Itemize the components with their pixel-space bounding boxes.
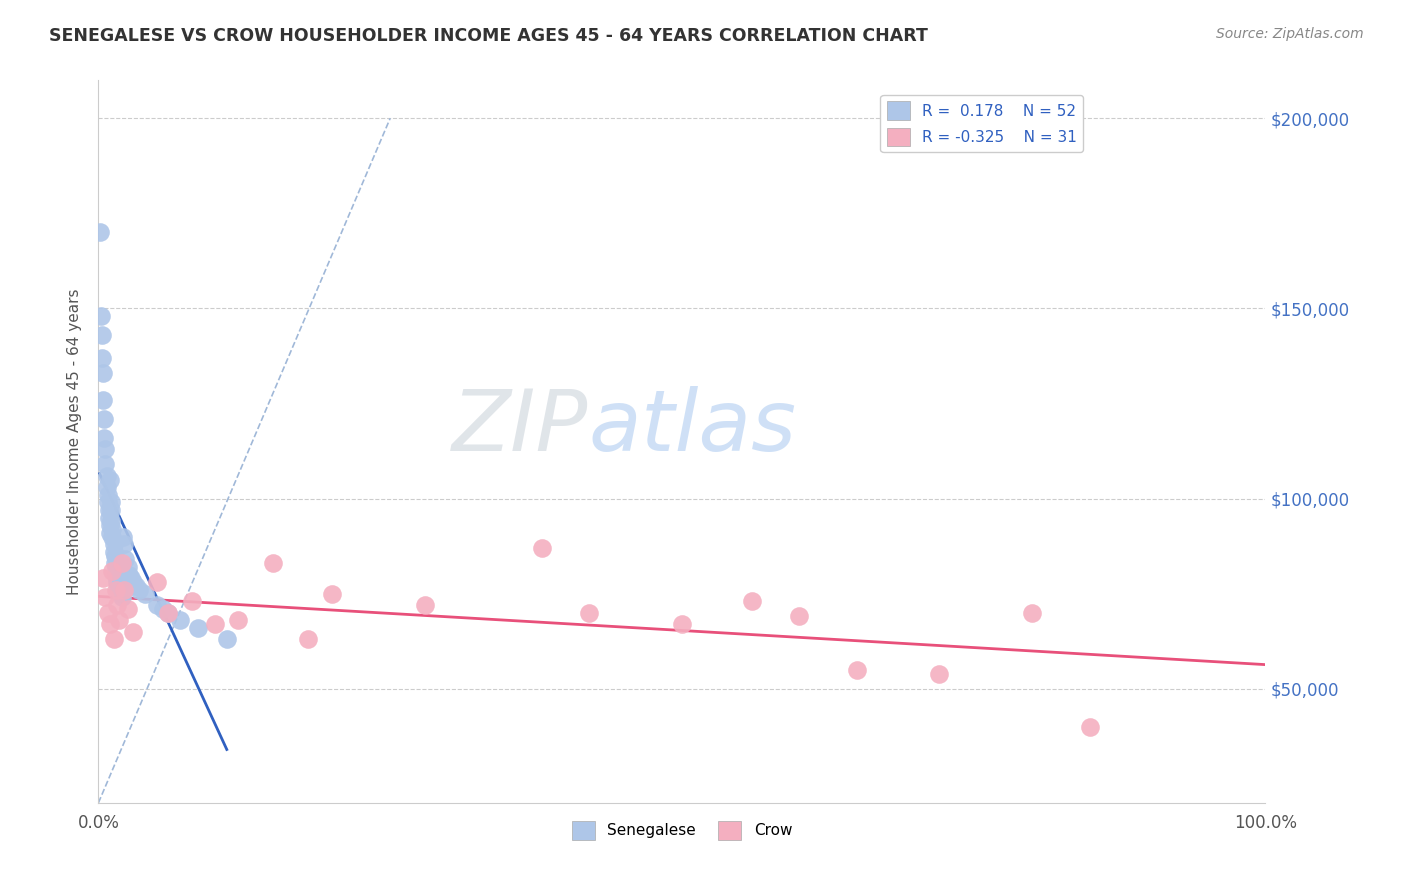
Text: SENEGALESE VS CROW HOUSEHOLDER INCOME AGES 45 - 64 YEARS CORRELATION CHART: SENEGALESE VS CROW HOUSEHOLDER INCOME AG… [49, 27, 928, 45]
Point [152, 602, 174, 616]
Point [204, 617, 226, 632]
Point [104, 582, 127, 597]
Text: Source: ZipAtlas.com: Source: ZipAtlas.com [1216, 27, 1364, 41]
Point [112, 582, 135, 597]
Point [169, 613, 191, 627]
Point [846, 663, 869, 677]
Point [125, 579, 148, 593]
Point [104, 567, 127, 582]
Point [98, 617, 121, 632]
Point [118, 567, 141, 582]
Point [114, 552, 136, 566]
Point [105, 598, 128, 612]
Point [90, 351, 112, 365]
Point [91, 366, 114, 380]
Point [98, 525, 121, 540]
Point [146, 575, 169, 590]
Point [96, 480, 118, 494]
Point [94, 458, 117, 472]
Point [91, 392, 114, 407]
Point [1080, 720, 1102, 734]
Point [134, 587, 156, 601]
Point [108, 582, 131, 597]
Point [128, 582, 150, 597]
Point [110, 587, 132, 601]
Text: ZIP: ZIP [453, 385, 589, 468]
Point [578, 606, 600, 620]
Point [187, 621, 209, 635]
Point [89, 226, 111, 240]
Point [180, 594, 202, 608]
Point [117, 602, 139, 616]
Point [157, 606, 180, 620]
Point [228, 613, 250, 627]
Point [90, 309, 112, 323]
Point [91, 571, 114, 585]
Point [100, 503, 122, 517]
Point [96, 468, 118, 483]
Point [111, 556, 134, 570]
Point [111, 530, 134, 544]
Point [413, 598, 436, 612]
Point [94, 591, 117, 605]
Point [98, 518, 121, 533]
Y-axis label: Householder Income Ages 45 - 64 years: Householder Income Ages 45 - 64 years [67, 288, 83, 595]
Point [101, 530, 124, 544]
Point [111, 591, 134, 605]
Point [112, 537, 135, 551]
Point [741, 594, 763, 608]
Point [1021, 606, 1043, 620]
Point [97, 510, 120, 524]
Point [93, 431, 115, 445]
Point [671, 617, 693, 632]
Point [297, 632, 319, 647]
Point [104, 549, 127, 563]
Point [103, 545, 125, 559]
Point [321, 587, 343, 601]
Point [146, 598, 169, 612]
Point [97, 495, 120, 509]
Legend: Senegalese, Crow: Senegalese, Crow [565, 815, 799, 846]
Point [105, 571, 128, 585]
Point [215, 632, 238, 647]
Point [97, 606, 120, 620]
Point [107, 579, 129, 593]
Point [108, 613, 131, 627]
Point [105, 575, 128, 590]
Point [101, 522, 124, 536]
Point [122, 575, 145, 590]
Text: atlas: atlas [589, 385, 797, 468]
Point [104, 556, 127, 570]
Point [98, 473, 121, 487]
Point [120, 571, 142, 585]
Point [101, 564, 124, 578]
Point [97, 488, 120, 502]
Point [103, 537, 125, 551]
Point [90, 328, 112, 343]
Point [93, 411, 115, 425]
Point [262, 556, 284, 570]
Point [103, 632, 125, 647]
Point [157, 606, 180, 620]
Point [787, 609, 810, 624]
Point [104, 560, 127, 574]
Point [94, 442, 117, 457]
Point [97, 503, 120, 517]
Point [530, 541, 553, 555]
Point [100, 495, 122, 509]
Point [122, 624, 145, 639]
Point [117, 560, 139, 574]
Point [928, 666, 950, 681]
Point [100, 515, 122, 529]
